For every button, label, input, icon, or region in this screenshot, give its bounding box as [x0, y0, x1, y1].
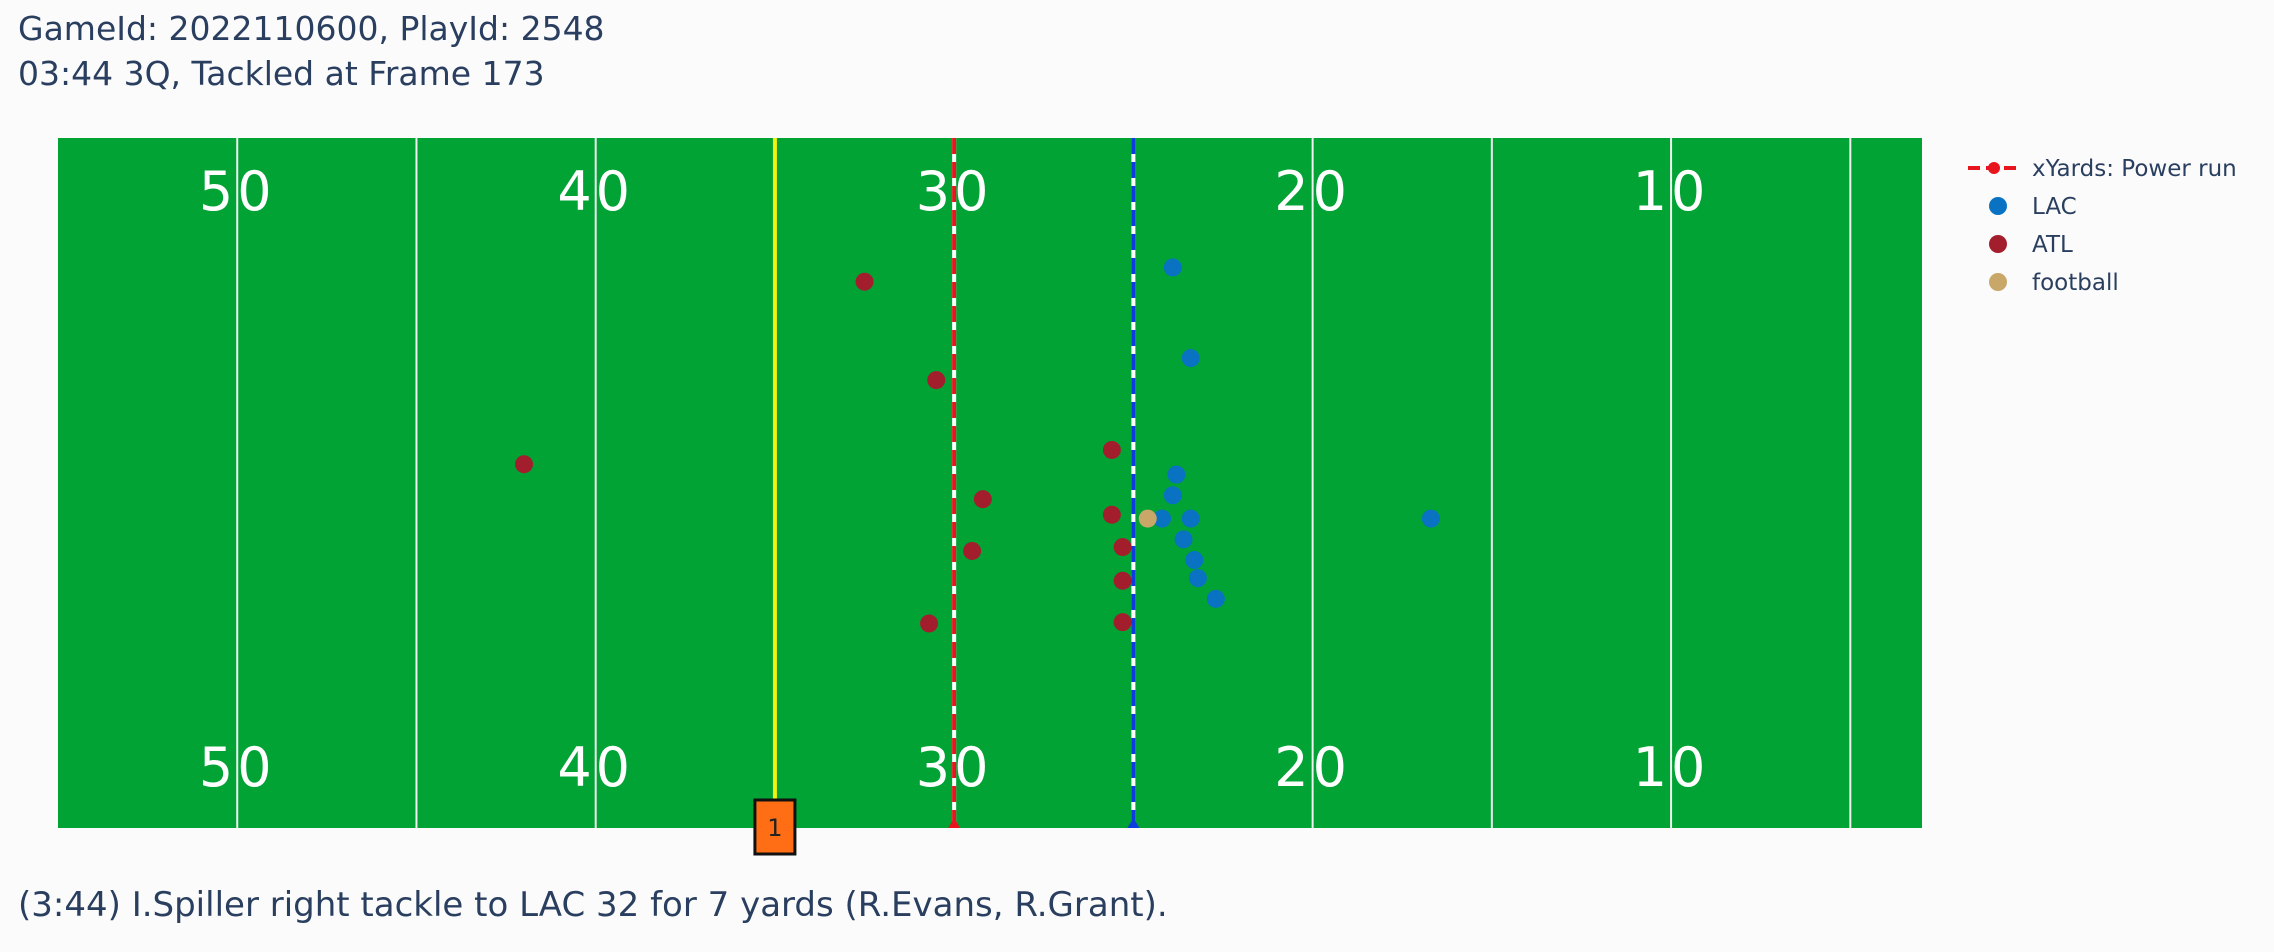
- yard-number-top: 50: [199, 160, 276, 223]
- lac-player-point: [1189, 569, 1207, 587]
- atl-player-point: [920, 614, 938, 632]
- atl-player-point: [1114, 538, 1132, 556]
- football-point: [1139, 510, 1157, 528]
- down-marker: 1: [755, 800, 795, 854]
- legend-label[interactable]: ATL: [2032, 232, 2073, 258]
- play-description: (3:44) I.Spiller right tackle to LAC 32 …: [18, 885, 1168, 925]
- lac-player-point: [1207, 590, 1225, 608]
- legend-xyards-dot: [1988, 162, 2000, 174]
- legend-label[interactable]: football: [2032, 270, 2119, 296]
- lac-player-point: [1175, 530, 1193, 548]
- chart-svg: 50504040303020201010 1 xYards: Power run…: [0, 0, 2274, 952]
- atl-player-point: [927, 371, 945, 389]
- yard-number-bottom: 50: [199, 736, 276, 799]
- atl-player-point: [515, 455, 533, 473]
- atl-player-point: [1103, 506, 1121, 524]
- atl-player-point: [963, 542, 981, 560]
- lac-player-point: [1167, 466, 1185, 484]
- legend-football-swatch: [1989, 273, 2007, 291]
- yard-number-top: 20: [1274, 160, 1351, 223]
- legend[interactable]: xYards: Power run LAC ATL football: [1968, 156, 2237, 296]
- lac-player-point: [1164, 486, 1182, 504]
- lac-player-point: [1185, 551, 1203, 569]
- lac-player-point: [1182, 510, 1200, 528]
- legend-lac-swatch: [1989, 197, 2007, 215]
- lac-player-point: [1182, 349, 1200, 367]
- atl-player-point: [974, 490, 992, 508]
- legend-label[interactable]: xYards: Power run: [2032, 156, 2237, 182]
- yard-number-top: 10: [1633, 160, 1710, 223]
- down-marker-label: 1: [767, 814, 782, 842]
- atl-player-point: [1103, 441, 1121, 459]
- lac-player-point: [1164, 258, 1182, 276]
- legend-label[interactable]: LAC: [2032, 194, 2077, 220]
- football-field: [58, 138, 1922, 828]
- yard-number-top: 40: [557, 160, 634, 223]
- atl-player-point: [1114, 613, 1132, 631]
- legend-atl-swatch: [1989, 235, 2007, 253]
- yard-number-bottom: 10: [1633, 736, 1710, 799]
- atl-player-point: [856, 273, 874, 291]
- yard-number-bottom: 40: [557, 736, 634, 799]
- lac-player-point: [1422, 510, 1440, 528]
- atl-player-point: [1114, 572, 1132, 590]
- yard-number-bottom: 20: [1274, 736, 1351, 799]
